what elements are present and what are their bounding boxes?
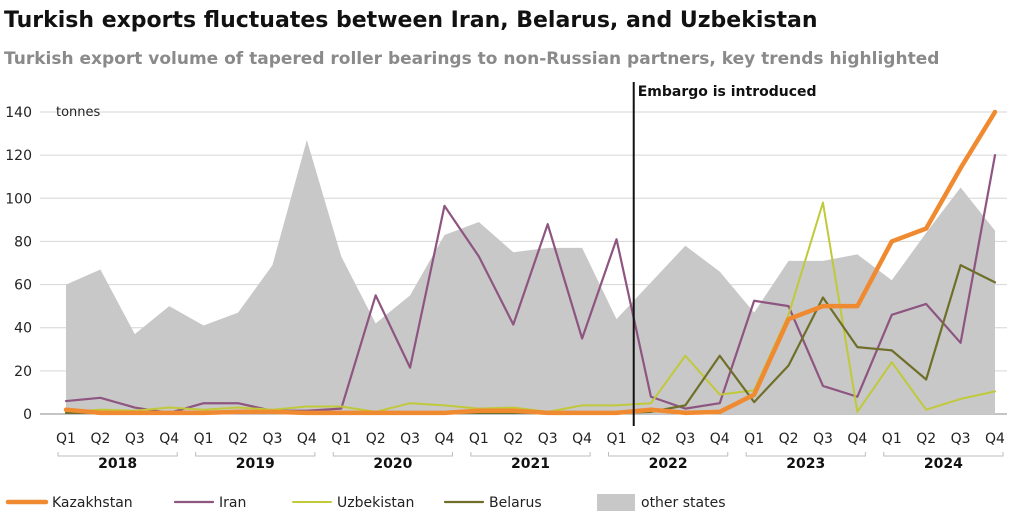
year-label-2019: 2019: [236, 456, 275, 472]
y-unit-label: tonnes: [56, 105, 101, 120]
x-tick-label: Q4: [159, 431, 179, 447]
x-tick-label: Q1: [331, 431, 351, 447]
x-tick-label: Q3: [262, 431, 282, 447]
x-tick-label: Q1: [194, 431, 214, 447]
embargo-annotation: Embargo is introduced: [632, 82, 817, 426]
x-tick-label: Q1: [469, 431, 489, 447]
year-bracket-2024: [883, 452, 1004, 457]
x-tick-label: Q1: [607, 431, 627, 447]
line-layer: [63, 109, 998, 416]
x-tick-label: Q1: [744, 431, 764, 447]
y-tick-label: 40: [14, 321, 32, 337]
x-tick-label: Q2: [916, 431, 936, 447]
chart-subtitle: Turkish export volume of tapered roller …: [4, 49, 939, 69]
x-tick-label: Q2: [90, 431, 110, 447]
legend-label-kazakhstan: Kazakhstan: [52, 495, 133, 511]
x-tick-label: Q1: [882, 431, 902, 447]
x-tick-label: Q4: [572, 431, 592, 447]
x-tick-label: Q3: [951, 431, 971, 447]
year-label-2018: 2018: [98, 456, 137, 472]
year-label-2023: 2023: [786, 456, 825, 472]
year-label-2022: 2022: [649, 456, 688, 472]
x-tick-label: Q3: [675, 431, 695, 447]
x-tick-label: Q4: [710, 431, 730, 447]
y-axis: 0 20 40 60 80 100 120 140: [5, 105, 32, 423]
y-tick-label: 60: [14, 278, 32, 294]
y-tick-label: 0: [23, 407, 32, 423]
year-label-2024: 2024: [924, 456, 963, 472]
x-tick-label: Q2: [641, 431, 661, 447]
y-tick-label: 20: [14, 364, 32, 380]
x-axis: Q1 Q2 Q3 Q4 Q1 Q2 Q3 Q4 Q1 Q2 Q3 Q4 Q1 Q2 Q3 Q4 Q1 Q2 Q3 Q4…: [56, 431, 1005, 472]
year-bracket-2023: [745, 452, 866, 457]
year-label-2020: 2020: [373, 456, 412, 472]
y-tick-label: 120: [5, 148, 32, 164]
x-tick-label: Q2: [366, 431, 386, 447]
x-tick-label: Q2: [779, 431, 799, 447]
legend: Kazakhstan Iran Uzbekistan Belarus other sta…: [5, 494, 726, 511]
legend-label-uzbekistan: Uzbekistan: [337, 495, 414, 511]
series-line-iran: [64, 154, 997, 415]
year-bracket-2018: [57, 452, 178, 457]
x-tick-label: Q4: [847, 431, 867, 447]
chart-title: Turkish exports fluctuates between Iran,…: [4, 8, 817, 33]
legend-label-other-states: other states: [641, 495, 726, 511]
x-tick-label: Q3: [813, 431, 833, 447]
legend-label-iran: Iran: [219, 495, 246, 511]
year-bracket-2020: [332, 452, 453, 457]
series-line-kazakhstan: [63, 109, 998, 416]
legend-swatch-other-states: [597, 494, 635, 511]
x-tick-label: Q2: [503, 431, 523, 447]
year-bracket-2021: [470, 452, 591, 457]
year-bracket-2019: [195, 452, 316, 457]
y-tick-label: 100: [5, 191, 32, 207]
year-label-2021: 2021: [511, 456, 550, 472]
x-tick-label: Q4: [297, 431, 317, 447]
x-tick-label: Q4: [985, 431, 1005, 447]
x-tick-label: Q4: [435, 431, 455, 447]
x-tick-label: Q1: [56, 431, 76, 447]
x-tick-label: Q3: [125, 431, 145, 447]
x-tick-label: Q3: [400, 431, 420, 447]
y-tick-label: 140: [5, 105, 32, 121]
legend-label-belarus: Belarus: [489, 495, 542, 511]
year-bracket-2022: [608, 452, 729, 457]
y-tick-label: 80: [14, 234, 32, 250]
x-tick-label: Q2: [228, 431, 248, 447]
embargo-label: Embargo is introduced: [638, 84, 817, 100]
x-tick-label: Q3: [538, 431, 558, 447]
